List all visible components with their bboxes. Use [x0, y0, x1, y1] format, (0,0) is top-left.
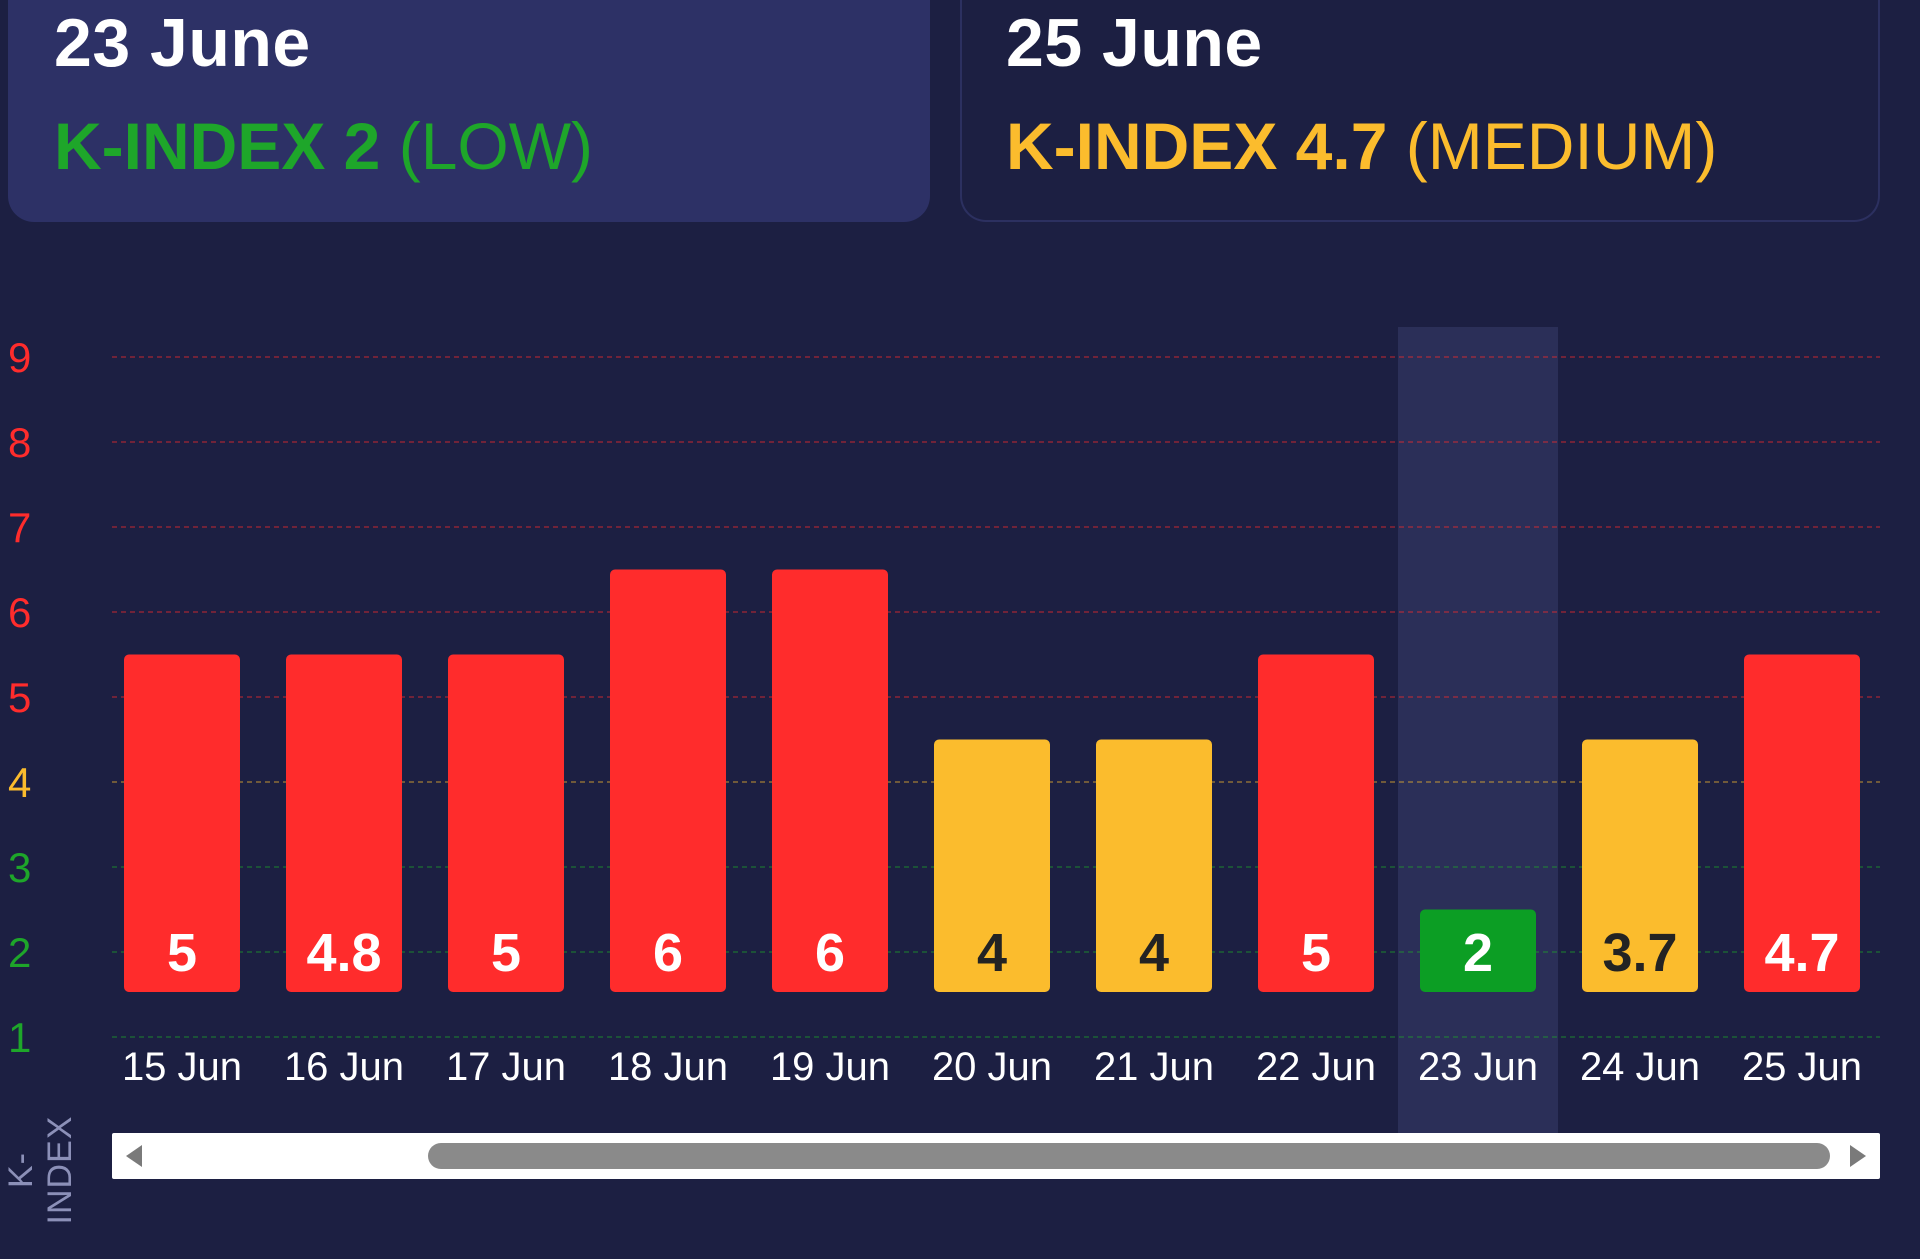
- kindex-level: (MEDIUM): [1405, 109, 1718, 183]
- y-tick-label: 1: [8, 1014, 31, 1061]
- bar-value-label: 2: [1463, 923, 1493, 983]
- bar: [1420, 909, 1536, 992]
- bar: [124, 654, 240, 992]
- bar-value-label: 4: [1139, 923, 1169, 983]
- forecast-day-card[interactable]: 25 June K-INDEX 4.7 (MEDIUM): [960, 0, 1880, 222]
- y-tick-label: 2: [8, 929, 31, 976]
- x-tick-label: 15 Jun: [122, 1045, 242, 1089]
- x-tick-label: 19 Jun: [770, 1045, 890, 1089]
- scrollbar-thumb[interactable]: [428, 1143, 1830, 1169]
- x-tick-label: 22 Jun: [1256, 1045, 1376, 1089]
- x-tick-label: 25 Jun: [1742, 1045, 1862, 1089]
- kindex-level: (LOW): [398, 109, 594, 183]
- bar: [448, 654, 564, 992]
- scroll-left-arrow-icon[interactable]: [126, 1145, 142, 1167]
- bar-value-label: 4: [977, 923, 1007, 983]
- kindex-value: K-INDEX 2: [54, 109, 381, 183]
- y-axis-title: K-INDEX: [2, 1115, 79, 1225]
- bar: [610, 569, 726, 992]
- x-tick-label: 16 Jun: [284, 1045, 404, 1089]
- y-tick-label: 8: [8, 419, 31, 466]
- card-kindex: K-INDEX 2 (LOW): [54, 108, 593, 184]
- selected-day-card[interactable]: 23 June K-INDEX 2 (LOW): [8, 0, 930, 222]
- x-tick-label: 21 Jun: [1094, 1045, 1214, 1089]
- bar-value-label: 6: [815, 923, 845, 983]
- bar: [934, 739, 1050, 992]
- bar: [286, 654, 402, 992]
- bar-value-label: 3.7: [1602, 923, 1677, 983]
- y-tick-label: 4: [8, 759, 31, 806]
- bar: [1744, 654, 1860, 992]
- y-tick-label: 6: [8, 589, 31, 636]
- bar: [1096, 739, 1212, 992]
- card-date: 23 June: [54, 5, 311, 81]
- bar-value-label: 5: [491, 923, 521, 983]
- x-tick-label: 17 Jun: [446, 1045, 566, 1089]
- horizontal-scrollbar[interactable]: [112, 1133, 1880, 1179]
- y-tick-label: 5: [8, 674, 31, 721]
- kindex-value: K-INDEX 4.7: [1006, 109, 1388, 183]
- bar-value-label: 4.8: [306, 923, 381, 983]
- bar-value-label: 4.7: [1764, 923, 1839, 983]
- bar: [1258, 654, 1374, 992]
- card-kindex: K-INDEX 4.7 (MEDIUM): [1006, 108, 1717, 184]
- x-tick-label: 18 Jun: [608, 1045, 728, 1089]
- x-tick-label: 23 Jun: [1418, 1045, 1538, 1089]
- bar-value-label: 5: [167, 923, 197, 983]
- y-tick-label: 7: [8, 504, 31, 551]
- bar-value-label: 6: [653, 923, 683, 983]
- bar: [772, 569, 888, 992]
- y-tick-label: 3: [8, 844, 31, 891]
- y-tick-label: 9: [8, 334, 31, 381]
- x-tick-label: 24 Jun: [1580, 1045, 1700, 1089]
- scroll-right-arrow-icon[interactable]: [1850, 1145, 1866, 1167]
- bar-value-label: 5: [1301, 923, 1331, 983]
- x-tick-label: 20 Jun: [932, 1045, 1052, 1089]
- card-date: 25 June: [1006, 5, 1263, 81]
- bar: [1582, 739, 1698, 992]
- selected-day-highlight: [1398, 327, 1558, 1133]
